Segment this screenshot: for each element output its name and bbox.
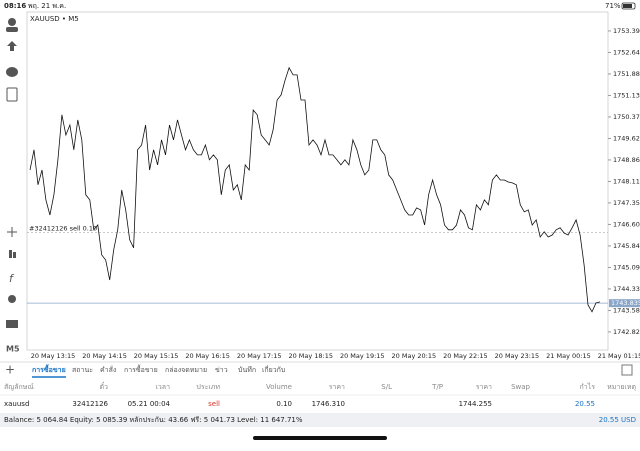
order-label: #32412126 sell 0.10 — [29, 225, 97, 233]
x-tick-label: 21 May 01:15 — [598, 352, 640, 360]
balance-bar — [0, 413, 640, 427]
tab[interactable]: การซื้อขาย — [32, 363, 66, 374]
y-tick-label: 1750.375 — [613, 113, 640, 121]
y-tick-label: 1751.885 — [613, 70, 640, 78]
cell: 1746.310 — [312, 400, 345, 408]
y-tick-label: 1753.395 — [613, 27, 640, 35]
column-header: ตั๋ว — [100, 382, 109, 391]
period-icon[interactable]: M5 — [6, 345, 20, 354]
timeframe-icon[interactable] — [6, 320, 18, 328]
tab[interactable]: ข่าว — [215, 366, 228, 374]
battery-level — [623, 4, 632, 8]
column-header: เวลา — [155, 383, 170, 391]
x-tick-label: 21 May 00:15 — [546, 352, 591, 360]
candle-icon-2[interactable] — [13, 252, 16, 258]
y-tick-label: 1747.355 — [613, 199, 640, 207]
y-tick-label: 1746.600 — [613, 220, 640, 228]
price-line-series — [29, 66, 601, 313]
add-button[interactable]: + — [5, 363, 15, 377]
status-time: 08:16 — [4, 2, 26, 10]
cell: 32412126 — [72, 400, 108, 408]
candle-icon[interactable] — [9, 250, 12, 258]
settings-icon[interactable] — [621, 364, 633, 376]
home-indicator — [253, 436, 387, 440]
x-tick-label: 20 May 15:15 — [134, 352, 179, 360]
column-header: กำไร — [580, 382, 596, 391]
tab[interactable]: คำสั่ง — [100, 365, 116, 374]
chat-icon[interactable] — [6, 67, 18, 77]
trade-icon[interactable] — [7, 41, 17, 51]
y-tick-label: 1744.335 — [613, 285, 640, 293]
y-tick-label: 1748.110 — [613, 177, 640, 185]
x-tick-label: 20 May 20:15 — [392, 352, 437, 360]
objects-icon[interactable] — [8, 295, 16, 303]
column-header: S/L — [381, 383, 392, 391]
cell: 05.21 00:04 — [128, 400, 171, 408]
x-tick-label: 20 May 17:15 — [237, 352, 282, 360]
status-date: พฤ. 21 พ.ค. — [28, 2, 66, 10]
cell: 1744.255 — [459, 400, 492, 408]
tab[interactable]: กล่องจดหมาย — [165, 366, 207, 374]
crosshair-icon[interactable] — [7, 227, 17, 237]
x-tick-label: 20 May 18:15 — [288, 352, 333, 360]
column-header: ราคา — [476, 383, 492, 391]
x-tick-label: 20 May 14:15 — [82, 352, 127, 360]
symbol-label: XAUUSD • M5 — [30, 15, 79, 23]
indicator-icon[interactable]: f — [9, 272, 15, 285]
y-tick-label: 1748.865 — [613, 156, 640, 164]
column-header: ราคา — [329, 383, 345, 391]
x-tick-label: 20 May 16:15 — [185, 352, 230, 360]
column-header: Volume — [266, 383, 292, 391]
x-tick-label: 20 May 23:15 — [495, 352, 540, 360]
account-icon-body[interactable] — [6, 27, 18, 32]
tab[interactable]: เกี่ยวกับ — [262, 365, 285, 374]
tab[interactable]: การซื้อขาย — [124, 363, 158, 374]
column-header: หมายเหตุ — [607, 383, 636, 391]
y-tick-label: 1743.580 — [613, 306, 640, 314]
total-profit: 20.55 USD — [599, 416, 636, 424]
price-label: 1743.835 — [611, 299, 640, 307]
battery: 71% — [605, 2, 621, 10]
account-icon[interactable] — [8, 18, 16, 26]
cell: xauusd — [4, 400, 29, 408]
x-tick-label: 20 May 13:15 — [31, 352, 76, 360]
battery-icon — [621, 2, 636, 10]
balance: Balance: 5 064.84 Equity: 5 085.39 หลักป… — [4, 416, 303, 424]
y-tick-label: 1749.620 — [613, 134, 640, 142]
plot: 1753.395 1752.640 1751.885 1751.130 1750.375… — [27, 27, 640, 360]
cell: 0.10 — [276, 400, 292, 408]
y-tick-label: 1745.090 — [613, 263, 640, 271]
tab[interactable]: บันทึก — [238, 365, 256, 374]
new-icon[interactable] — [6, 87, 18, 102]
toolbar: f M5 — [6, 18, 20, 354]
cell: 20.55 — [575, 400, 595, 408]
y-tick-label: 1745.845 — [613, 242, 640, 250]
x-tick-label: 20 May 19:15 — [340, 352, 385, 360]
column-header: สัญลักษณ์ — [4, 383, 34, 391]
column-header: T/P — [431, 383, 443, 391]
price-tag — [609, 299, 640, 308]
table: สัญลักษณ์ ตั๋ว เวลา ประเภท Volume ราคา S/L T/P ร… — [0, 382, 640, 408]
y-tick-label: 1742.825 — [613, 328, 640, 336]
cell: sell — [208, 400, 220, 408]
y-tick-label: 1752.640 — [613, 48, 640, 56]
column-header: ประเภท — [196, 383, 220, 391]
x-tick-label: 20 May 22:15 — [443, 352, 488, 360]
tabs: การซื้อขาย สถานะ คำสั่ง การซื้อขาย กล่องจดหม… — [32, 363, 285, 378]
y-tick-label: 1751.130 — [613, 91, 640, 99]
tab[interactable]: สถานะ — [72, 366, 93, 374]
column-header: Swap — [511, 383, 530, 391]
